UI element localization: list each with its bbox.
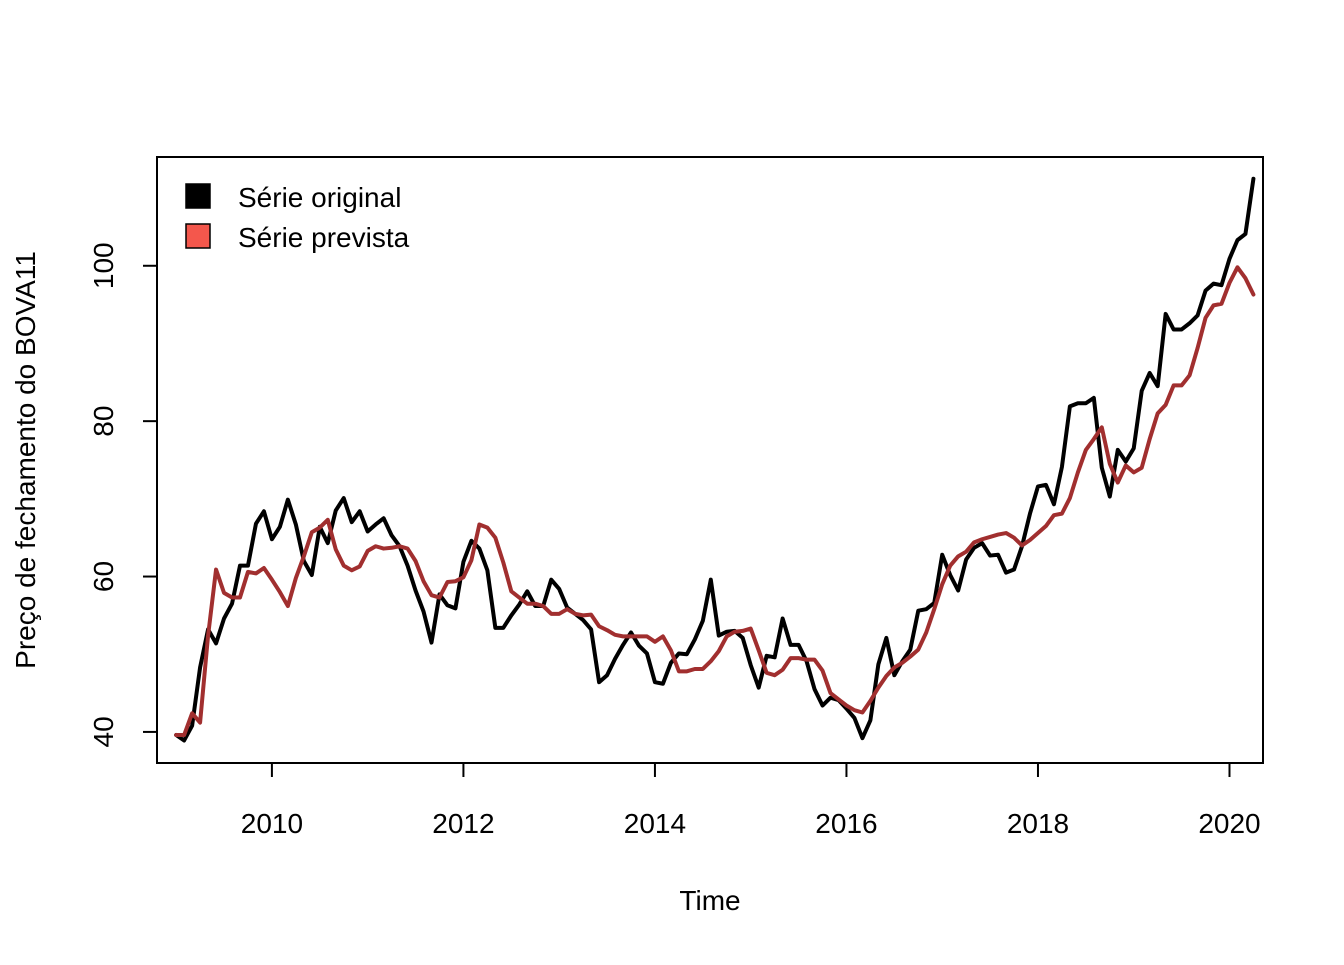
x-tick-label: 2012	[432, 808, 494, 839]
x-tick-label: 2018	[1007, 808, 1069, 839]
series-line-previsto	[174, 265, 1256, 738]
legend: Série original Série prevista	[185, 182, 410, 253]
y-tick-label: 40	[88, 716, 119, 747]
legend-label-previsto: Série prevista	[238, 222, 410, 253]
series-layer	[174, 176, 1256, 743]
x-tick-label: 2014	[624, 808, 686, 839]
y-tick-label: 80	[88, 406, 119, 437]
x-tick-label: 2010	[241, 808, 303, 839]
y-axis-title: Preço de fechamento do BOVA11	[10, 251, 41, 669]
x-axis: 2010 2012 2014 2016 2018 2020	[241, 762, 1261, 839]
x-tick-label: 2016	[815, 808, 877, 839]
y-tick-label: 60	[88, 561, 119, 592]
legend-label-original: Série original	[238, 182, 401, 213]
y-axis: 40 60 80 100	[88, 242, 158, 748]
series-line-original	[174, 176, 1256, 743]
x-axis-title: Time	[679, 885, 740, 916]
legend-swatch-previsto	[185, 223, 211, 249]
x-tick-label: 2020	[1198, 808, 1260, 839]
legend-swatch-original	[185, 183, 211, 209]
y-tick-label: 100	[88, 242, 119, 289]
